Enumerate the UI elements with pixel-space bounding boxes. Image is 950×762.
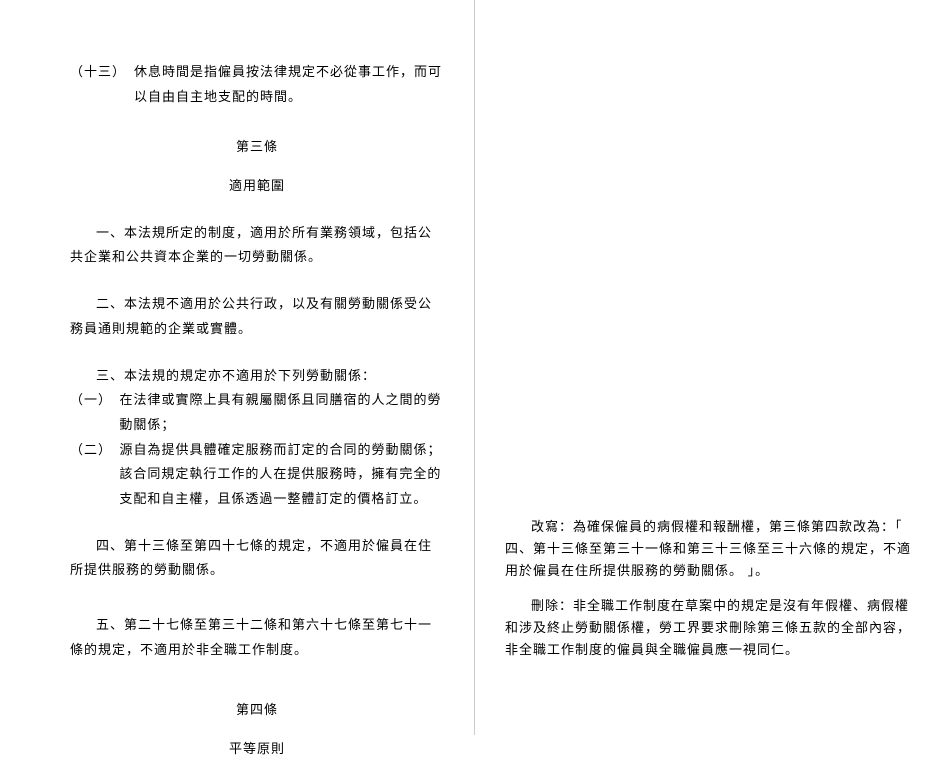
article-4-subheading: 平等原則 bbox=[70, 737, 444, 762]
delete-text: 刪除：非全職工作制度在草案中的規定是沒有年假權、病假權和涉及終止勞動關係權，勞工… bbox=[505, 595, 920, 661]
para-3: 三、本法規的規定亦不適用於下列勞動關係： （一） 在法律或實際上具有親屬關係且同… bbox=[70, 364, 444, 512]
article-3-heading: 第三條 bbox=[70, 135, 444, 160]
para-4: 四、第十三條至第四十七條的規定，不適用於僱員在住所提供服務的勞動關係。 bbox=[70, 534, 444, 583]
article-4-heading: 第四條 bbox=[70, 698, 444, 723]
article-3-subheading: 適用範圍 bbox=[70, 174, 444, 199]
item-13: （十三） 休息時間是指僱員按法律規定不必從事工作，而可以自由自主地支配的時間。 bbox=[70, 60, 444, 109]
item-13-body: 休息時間是指僱員按法律規定不必從事工作，而可以自由自主地支配的時間。 bbox=[126, 60, 444, 109]
document-page: （十三） 休息時間是指僱員按法律規定不必從事工作，而可以自由自主地支配的時間。 … bbox=[0, 0, 950, 735]
rewrite-block: 改寫：為確保僱員的病假權和報酬權，第三條第四款改為：「 四、第十三條至第三十一條… bbox=[505, 516, 920, 582]
para-4-text: 四、第十三條至第四十七條的規定，不適用於僱員在住所提供服務的勞動關係。 bbox=[70, 534, 444, 583]
para-5: 五、第二十七條至第三十二條和第六十七條至第七十一條的規定，不適用於非全職工作制度… bbox=[70, 613, 444, 662]
rewrite-text: 改寫：為確保僱員的病假權和報酬權，第三條第四款改為：「 四、第十三條至第三十一條… bbox=[505, 516, 920, 582]
para-3-item-1: （一） 在法律或實際上具有親屬關係且同膳宿的人之間的勞動關係； bbox=[70, 388, 444, 437]
para-2: 二、本法規不適用於公共行政，以及有關勞動關係受公務員通則規範的企業或實體。 bbox=[70, 292, 444, 341]
left-column: （十三） 休息時間是指僱員按法律規定不必從事工作，而可以自由自主地支配的時間。 … bbox=[0, 0, 475, 735]
para-1-text: 一、本法規所定的制度，適用於所有業務領域，包括公共企業和公共資本企業的一切勞動關… bbox=[70, 221, 444, 270]
delete-block: 刪除：非全職工作制度在草案中的規定是沒有年假權、病假權和涉及終止勞動關係權，勞工… bbox=[505, 595, 920, 661]
right-column: 改寫：為確保僱員的病假權和報酬權，第三條第四款改為：「 四、第十三條至第三十一條… bbox=[475, 0, 950, 735]
para-5-text: 五、第二十七條至第三十二條和第六十七條至第七十一條的規定，不適用於非全職工作制度… bbox=[70, 613, 444, 662]
para-1: 一、本法規所定的制度，適用於所有業務領域，包括公共企業和公共資本企業的一切勞動關… bbox=[70, 221, 444, 270]
para-3-item-2: （二） 源自為提供具體確定服務而訂定的合同的勞動關係；該合同規定執行工作的人在提… bbox=[70, 438, 444, 512]
item-13-label: （十三） bbox=[70, 60, 126, 109]
para-2-text: 二、本法規不適用於公共行政，以及有關勞動關係受公務員通則規範的企業或實體。 bbox=[70, 292, 444, 341]
para-3-head: 三、本法規的規定亦不適用於下列勞動關係： bbox=[70, 364, 444, 389]
